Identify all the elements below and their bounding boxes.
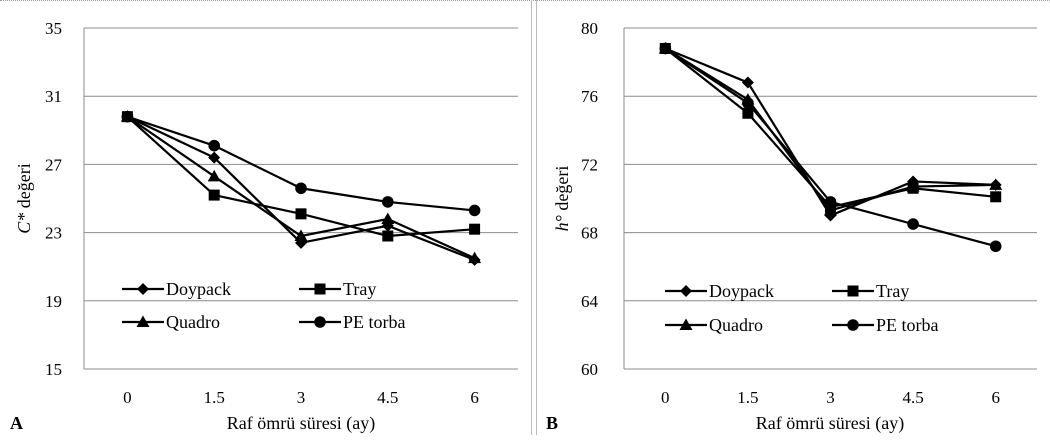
series-line — [664, 47, 996, 217]
series-lines — [120, 110, 482, 266]
data-point — [989, 240, 1002, 253]
data-point — [990, 191, 1002, 203]
y-tick-label: 19 — [45, 292, 62, 311]
legend-marker — [680, 285, 692, 297]
data-point — [207, 169, 221, 182]
y-tick-label: 80 — [581, 19, 598, 38]
legend-label: Quadro — [166, 312, 220, 332]
data-point — [381, 212, 395, 224]
legend-label: Quadro — [709, 315, 763, 335]
y-tick-label: 35 — [45, 19, 62, 38]
y-axis-title-symbol: h° — [552, 215, 572, 231]
data-point — [469, 223, 481, 235]
y-tick-label: 64 — [581, 292, 599, 311]
grid-lines — [84, 27, 518, 370]
data-point — [121, 110, 134, 123]
legend-label: Doypack — [166, 279, 231, 299]
y-axis-title-text: değeri — [552, 166, 572, 215]
legend-marker — [136, 315, 150, 327]
legend-marker — [847, 319, 859, 331]
x-tick-labels: 0 1.5 3 4.5 6 — [123, 388, 479, 407]
data-point — [208, 151, 221, 164]
legend-label: Tray — [876, 281, 909, 301]
y-tick-label: 15 — [45, 360, 62, 379]
x-tick-labels: 0 1.5 3 4.5 6 — [661, 388, 1000, 407]
data-point — [659, 42, 672, 55]
panel-label: A — [10, 413, 23, 433]
data-point — [989, 178, 1003, 190]
x-tick-label: 6 — [470, 388, 479, 407]
data-point — [741, 76, 754, 89]
y-axis-title-symbol: C* — [14, 213, 34, 234]
y-axis-title-text: değeri — [14, 163, 34, 212]
x-tick-label: 3 — [297, 388, 306, 407]
legend-label: PE torba — [343, 312, 406, 332]
chart-panel-b: 60 64 68 72 76 80 0 1.5 3 4.5 6 Doypack Tray Quadro… — [536, 0, 1050, 435]
data-point — [742, 107, 754, 119]
x-tick-label: 0 — [123, 388, 132, 407]
data-point — [382, 230, 394, 242]
y-tick-label: 76 — [581, 87, 598, 106]
y-tick-label: 23 — [45, 224, 62, 243]
data-point — [824, 203, 837, 216]
y-tick-label: 72 — [581, 155, 598, 174]
data-point — [824, 196, 837, 208]
panel-label: B — [546, 413, 558, 433]
series-line — [664, 47, 996, 212]
legend-label: Doypack — [709, 281, 774, 301]
legend: Doypack Tray Quadro PE torba — [665, 281, 939, 335]
x-tick-label: 1.5 — [204, 388, 225, 407]
data-point — [907, 218, 919, 230]
data-point — [295, 182, 307, 195]
y-axis-title: h° değeri — [552, 166, 572, 232]
x-tick-label: 0 — [661, 388, 670, 407]
chart-b-svg: 60 64 68 72 76 80 0 1.5 3 4.5 6 Doypack Tray Quadro… — [546, 19, 1037, 434]
top-border — [0, 0, 1050, 1]
legend-marker — [847, 285, 859, 297]
x-tick-label: 3 — [826, 388, 835, 407]
x-tick-label: 4.5 — [377, 388, 398, 407]
y-tick-labels: 60 64 68 72 76 80 — [581, 19, 599, 379]
data-point — [906, 180, 920, 192]
x-axis-title: Raf ömrü süresi (ay) — [227, 413, 375, 434]
x-tick-label: 4.5 — [902, 388, 923, 407]
legend-label: PE torba — [876, 315, 939, 335]
legend-marker — [137, 283, 149, 295]
data-point — [294, 229, 308, 242]
y-tick-label: 27 — [45, 155, 63, 174]
y-tick-label: 68 — [581, 224, 598, 243]
x-tick-label: 6 — [991, 388, 1000, 407]
x-tick-label: 1.5 — [737, 388, 758, 407]
y-tick-label: 31 — [45, 87, 62, 106]
grid-lines — [624, 27, 1037, 370]
y-axis-title: C* değeri — [14, 163, 34, 234]
chart-a-svg: 15 19 23 27 31 35 0 1.5 3 4.5 6 Doypack Tray Quadro… — [10, 19, 518, 434]
legend-marker — [314, 316, 326, 328]
data-point — [208, 139, 220, 152]
data-point — [742, 97, 754, 109]
chart-panel-a: 15 19 23 27 31 35 0 1.5 3 4.5 6 Doypack Tray Quadro… — [10, 0, 532, 435]
legend-label: Tray — [343, 279, 376, 299]
data-point — [295, 208, 307, 220]
x-axis-title: Raf ömrü süresi (ay) — [756, 413, 904, 434]
legend-marker — [314, 283, 326, 295]
data-point — [382, 196, 394, 208]
legend-marker — [679, 318, 693, 330]
y-tick-labels: 15 19 23 27 31 35 — [45, 19, 63, 379]
data-point — [208, 189, 220, 201]
y-tick-label: 60 — [581, 360, 598, 379]
legend: Doypack Tray Quadro PE torba — [122, 279, 406, 332]
data-point — [468, 204, 481, 217]
data-point — [468, 251, 482, 264]
series-lines — [658, 41, 1003, 253]
